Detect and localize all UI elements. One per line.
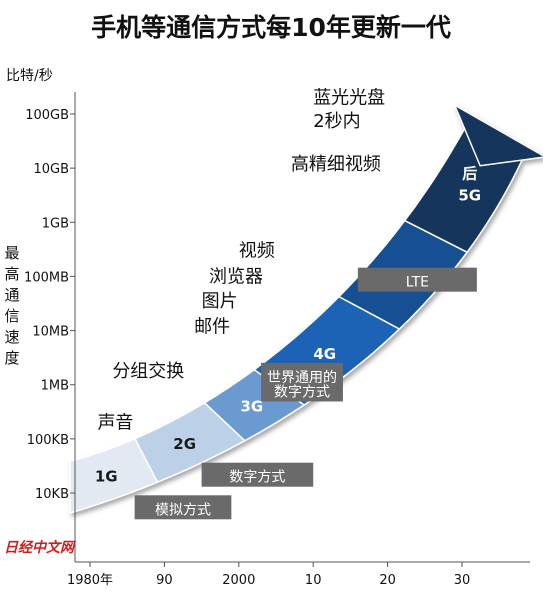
y-axis-label: 最高通信速度 (4, 244, 19, 367)
y-tick-label: 100MB (24, 270, 69, 285)
application-label: 声音 (97, 413, 133, 434)
x-tick-label: 2000 (222, 573, 255, 588)
application-label: 2秒内 (313, 111, 360, 132)
technology-tag (357, 267, 477, 292)
x-tick-label: 10 (305, 573, 322, 588)
application-label: 蓝光光盘 (313, 88, 385, 109)
x-tick-label: 30 (454, 573, 471, 588)
generation-label: 2G (173, 435, 196, 453)
y-tick-label: 10MB (32, 325, 69, 340)
x-tick-label: 20 (379, 573, 396, 588)
application-label: 视频 (239, 241, 275, 262)
technology-label: 数字方式 (229, 470, 285, 486)
y-tick-label: 10KB (35, 487, 69, 502)
technology-label: LTE (406, 275, 429, 291)
technology-label: 数字方式 (274, 384, 330, 400)
technology-tag (134, 495, 232, 520)
application-label: 浏览器 (209, 266, 263, 287)
technology-tag (201, 462, 314, 487)
y-tick-label: 1MB (41, 379, 69, 394)
technology-tag (261, 362, 343, 402)
x-tick-label: 1980年 (67, 573, 113, 588)
arrow-head (453, 104, 543, 167)
y-tick-label: 10GB (33, 162, 69, 177)
y-tick-label: 100GB (25, 108, 69, 123)
generation-label: 后 5G (458, 164, 481, 204)
generation-label: 3G (240, 397, 263, 415)
x-tick-label: 90 (156, 573, 173, 588)
watermark: 日经中文网 (4, 539, 76, 556)
application-label: 邮件 (194, 316, 230, 337)
y-tick-label: 100KB (27, 433, 69, 448)
generation-label: 4G (313, 345, 336, 363)
chart-title: 手机等通信方式每10年更新一代 (91, 13, 451, 42)
application-label: 图片 (202, 291, 238, 312)
generation-label: 1G (95, 468, 118, 486)
technology-label: 世界通用的 (267, 370, 337, 386)
application-label: 分组交换 (112, 361, 184, 382)
technology-label: 模拟方式 (155, 502, 211, 518)
y-tick-label: 1GB (42, 216, 69, 231)
application-label: 高精细视频 (291, 154, 381, 175)
y-unit: 比特/秒 (6, 68, 53, 84)
